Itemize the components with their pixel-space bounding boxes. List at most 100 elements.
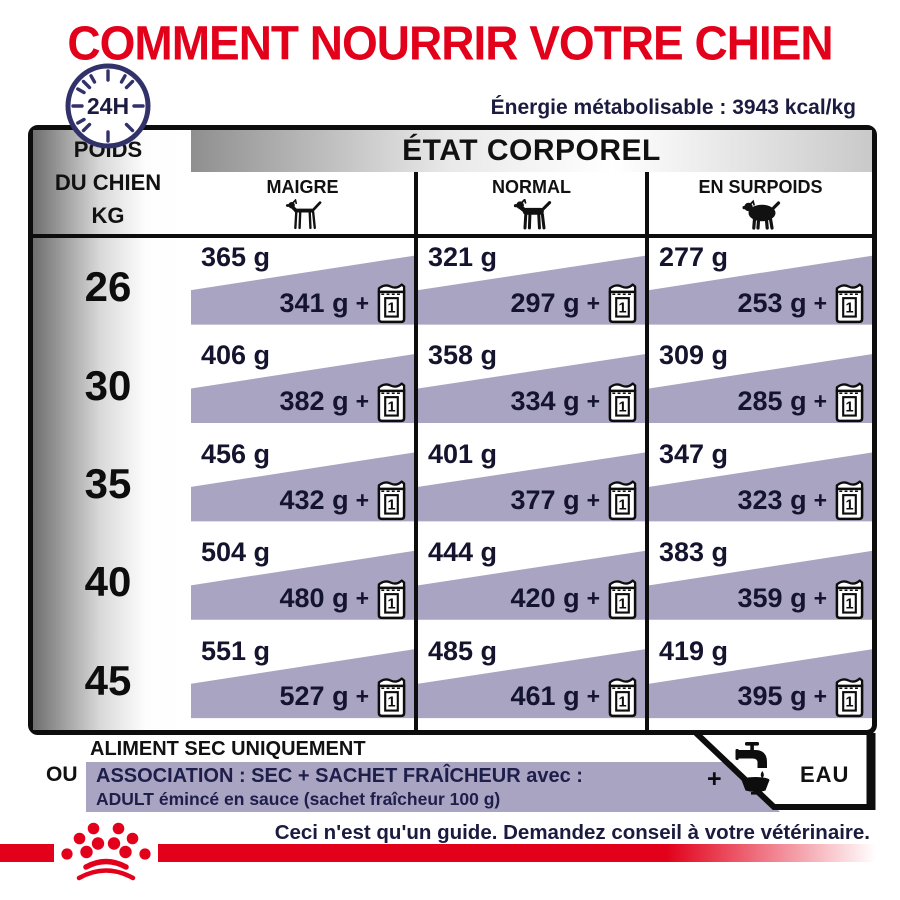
dry-food-amount: 551 g xyxy=(201,635,271,666)
column-header-maigre: MAIGRE xyxy=(191,172,414,234)
combo-food-amount: 253 g + xyxy=(738,281,865,325)
dog-weight: 40 xyxy=(84,558,132,606)
dry-food-amount: 401 g xyxy=(428,438,498,469)
pouch-icon xyxy=(835,480,864,521)
association-band: ASSOCIATION : SEC + SACHET FRAÎCHEUR ave… xyxy=(86,762,780,812)
dry-food-amount: 444 g xyxy=(428,537,498,568)
brand-stripe xyxy=(0,844,876,862)
table-row: 365 g 341 g + 321 g 297 g + xyxy=(191,238,872,336)
24h-clock-icon: 24H xyxy=(65,63,151,149)
dog-weight: 26 xyxy=(84,263,132,311)
combo-food-amount: 359 g + xyxy=(738,577,865,621)
body-condition-header: ÉTAT CORPOREL xyxy=(191,130,872,172)
weight-column: 26 30 35 40 45 xyxy=(33,238,183,730)
normal-dog-icon xyxy=(511,199,553,230)
feeding-cell: 485 g 461 g + xyxy=(418,632,645,730)
feeding-cell: 551 g 527 g + xyxy=(191,632,414,730)
combo-value: 359 g xyxy=(737,583,807,614)
pouch-icon xyxy=(608,480,637,521)
combo-food-amount: 297 g + xyxy=(511,281,638,325)
plus-sign: + xyxy=(813,289,827,316)
combo-value: 395 g xyxy=(737,681,807,712)
combo-value: 377 g xyxy=(510,484,580,515)
column-label: MAIGRE xyxy=(266,177,339,197)
or-label: OU xyxy=(46,763,78,786)
table-row: 406 g 382 g + 358 g 334 g + xyxy=(191,336,872,434)
column-header-surpoids: EN SURPOIDS xyxy=(649,172,872,234)
pouch-icon xyxy=(608,578,637,619)
weight-header-line: KG xyxy=(91,202,125,228)
condition-subheader-row: MAIGRE NORMAL EN SURPOIDS xyxy=(191,172,872,234)
weight-column-header: POIDS DU CHIEN KG xyxy=(33,130,183,234)
combo-food-amount: 432 g + xyxy=(280,478,407,522)
feeding-cell: 347 g 323 g + xyxy=(649,435,872,533)
plus-sign: + xyxy=(813,486,827,513)
column-divider xyxy=(414,172,418,730)
dry-food-amount: 321 g xyxy=(428,242,498,272)
plus-sign: + xyxy=(586,388,600,415)
feeding-cell: 321 g 297 g + xyxy=(418,238,645,336)
page-title: COMMENT NOURRIR VOTRE CHIEN xyxy=(67,15,833,71)
pouch-icon xyxy=(377,578,406,619)
dry-food-amount: 504 g xyxy=(201,537,271,568)
feeding-cell: 444 g 420 g + xyxy=(418,533,645,631)
plus-sign: + xyxy=(355,486,369,513)
dry-food-amount: 309 g xyxy=(659,340,729,371)
energy-text: Énergie métabolisable : 3943 kcal/kg xyxy=(490,96,856,119)
combo-food-amount: 334 g + xyxy=(511,380,638,424)
pouch-icon xyxy=(377,283,406,324)
combo-value: 480 g xyxy=(279,583,349,614)
plus-sign: + xyxy=(355,683,369,710)
combo-value: 382 g xyxy=(279,386,349,417)
feeding-cell: 419 g 395 g + xyxy=(649,632,872,730)
combo-value: 420 g xyxy=(510,583,580,614)
dog-weight: 30 xyxy=(84,361,132,409)
dry-food-amount: 456 g xyxy=(201,438,271,469)
water-box-frame xyxy=(693,733,876,810)
dry-food-amount: 277 g xyxy=(659,242,729,272)
pouch-icon xyxy=(377,480,406,521)
feeding-cell: 277 g 253 g + xyxy=(649,238,872,336)
disclaimer-text: Ceci n'est qu'un guide. Demandez conseil… xyxy=(274,821,870,844)
combo-food-amount: 377 g + xyxy=(511,478,638,522)
feeding-cell: 309 g 285 g + xyxy=(649,336,872,434)
column-divider xyxy=(645,172,649,730)
fat-dog-icon xyxy=(740,199,780,230)
pouch-icon xyxy=(608,382,637,422)
feeding-cell: 383 g 359 g + xyxy=(649,533,872,631)
column-label: EN SURPOIDS xyxy=(698,177,823,197)
combo-food-amount: 395 g + xyxy=(738,675,865,719)
combo-value: 297 g xyxy=(510,287,580,318)
dry-food-amount: 383 g xyxy=(659,537,729,568)
table-row: 551 g 527 g + 485 g 461 g + xyxy=(191,632,872,730)
table-row: 456 g 432 g + 401 g 377 g + xyxy=(191,435,872,533)
combo-food-amount: 480 g + xyxy=(280,577,407,621)
combo-value: 334 g xyxy=(510,386,580,417)
combo-value: 253 g xyxy=(737,287,807,318)
combo-food-amount: 285 g + xyxy=(738,380,865,424)
combo-food-amount: 527 g + xyxy=(280,675,407,719)
royal-canin-crown-logo xyxy=(61,822,151,881)
feeding-cell: 504 g 480 g + xyxy=(191,533,414,631)
pouch-icon xyxy=(377,382,406,422)
table-row: 504 g 480 g + 444 g 420 g + xyxy=(191,533,872,631)
pouch-icon xyxy=(377,677,406,718)
plus-sign: + xyxy=(586,289,600,316)
plus-sign: + xyxy=(355,289,369,316)
dry-food-amount: 419 g xyxy=(659,635,729,666)
association-title: ASSOCIATION : SEC + SACHET FRAÎCHEUR ave… xyxy=(96,765,583,787)
pouch-icon xyxy=(835,382,864,422)
plus-sign: + xyxy=(586,585,600,612)
pouch-icon xyxy=(835,677,864,718)
plus-sign: + xyxy=(586,486,600,513)
combo-value: 285 g xyxy=(737,386,807,417)
combo-food-amount: 420 g + xyxy=(511,577,638,621)
pouch-icon xyxy=(608,677,637,718)
plus-sign: + xyxy=(355,388,369,415)
column-header-normal: NORMAL xyxy=(418,172,645,234)
plus-sign: + xyxy=(813,683,827,710)
feeding-cell: 456 g 432 g + xyxy=(191,435,414,533)
dry-food-amount: 358 g xyxy=(428,340,498,371)
combo-value: 323 g xyxy=(737,484,807,515)
weight-header-line: DU CHIEN xyxy=(54,169,162,195)
